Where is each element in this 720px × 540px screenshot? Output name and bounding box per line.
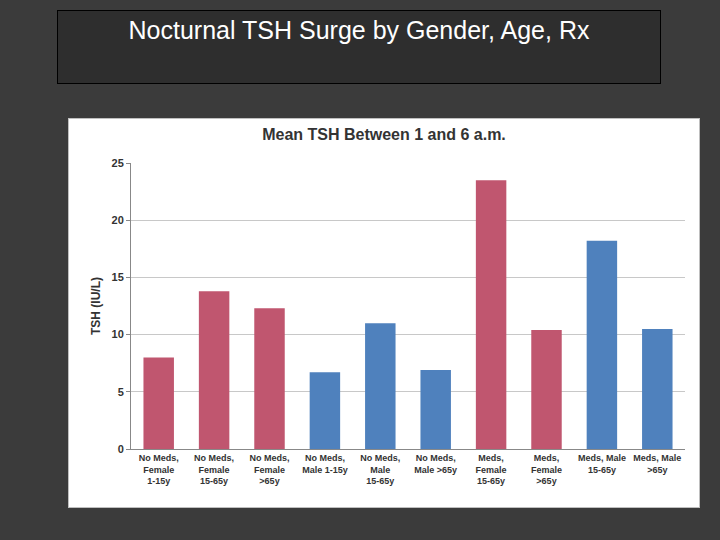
svg-text:Meds,Female15-65y: Meds,Female15-65y	[476, 453, 507, 486]
svg-text:15: 15	[112, 271, 124, 283]
svg-text:Meds, Male>65y: Meds, Male>65y	[633, 453, 681, 475]
svg-text:Mean TSH Between 1 and 6 a.m.: Mean TSH Between 1 and 6 a.m.	[262, 126, 506, 143]
html-text:Nocturnal TSH Surge by Gender,: Nocturnal TSH Surge by Gender, Age, Rx	[128, 16, 590, 44]
svg-text:No Meds,Female1-15y: No Meds,Female1-15y	[139, 453, 179, 486]
svg-text:No Meds,Female15-65y: No Meds,Female15-65y	[194, 453, 234, 486]
svg-text:20: 20	[112, 214, 124, 226]
svg-text:No Meds,Female>65y: No Meds,Female>65y	[249, 453, 289, 486]
svg-text:No Meds,Male15-65y: No Meds,Male15-65y	[360, 453, 400, 486]
svg-text:0: 0	[118, 443, 124, 455]
svg-text:10: 10	[112, 328, 124, 340]
svg-text:TSH (IU/L): TSH (IU/L)	[89, 277, 103, 335]
svg-text:No Meds,Male >65y: No Meds,Male >65y	[414, 453, 457, 475]
svg-text:Meds, Male15-65y: Meds, Male15-65y	[578, 453, 626, 475]
svg-text:Meds,Female>65y: Meds,Female>65y	[531, 453, 562, 486]
svg-text:5: 5	[118, 386, 124, 398]
svg-text:25: 25	[112, 157, 124, 169]
svg-text:No Meds,Male 1-15y: No Meds,Male 1-15y	[302, 453, 348, 475]
